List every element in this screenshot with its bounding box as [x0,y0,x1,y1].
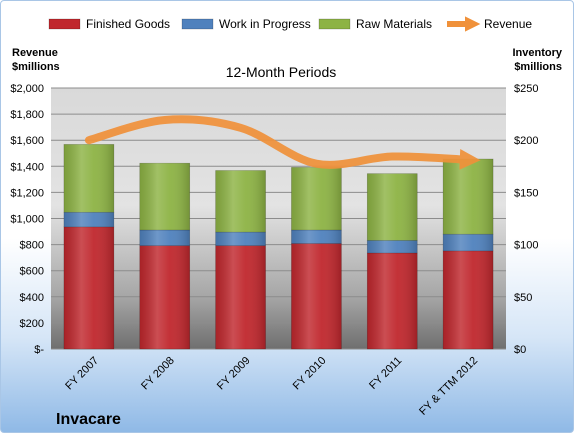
gridlines [51,87,506,350]
left-tick-label: $1,200 [10,187,44,199]
left-tick-label: $2,000 [10,83,44,95]
bar-shading [215,232,266,246]
company-name: Invacare [56,411,121,428]
bar-shading [139,245,190,349]
bar-shading [367,252,418,349]
x-axis-ticks: FY 2007 FY 2008 FY 2009 FY 2010 FY 2011 FY & … [63,355,480,418]
chart-title: 12-Month Periods [226,64,337,80]
left-tick-label: $1,600 [10,135,44,147]
bar-shading [291,229,342,244]
x-tick-label: FY 2010 [291,355,329,393]
legend-label-raw-materials: Raw Materials [356,17,432,31]
left-tick-label: $1,800 [10,109,44,121]
bar-shading [367,240,418,253]
left-tick-label: $- [34,344,44,356]
line-revenue [84,115,481,170]
right-axis-label-line1: Inventory [512,47,562,59]
left-tick-label: $1,400 [10,161,44,173]
legend-label-work-in-progress: Work in Progress [219,17,311,31]
bar-shading [63,144,114,213]
bar-shading [443,158,494,235]
left-axis-ticks: $- $200 $400 $600 $800 $1,000 $1,200 $1,400 $1,6… [10,83,44,356]
bar-shading [443,234,494,251]
right-tick-label: $150 [514,187,538,199]
legend-swatch-work-in-progress [181,18,214,30]
left-axis-label-line2: $millions [12,61,60,73]
left-tick-label: $600 [20,266,44,278]
revenue-line [84,115,481,170]
legend-swatch-finished-goods [48,18,81,30]
left-tick-label: $200 [20,318,44,330]
left-tick-label: $400 [20,292,44,304]
right-tick-label: $0 [514,344,526,356]
right-tick-label: $250 [514,83,538,95]
bar-shading [291,243,342,349]
bar-shading [367,173,418,241]
x-tick-label: FY & TTM 2012 [417,355,480,418]
x-tick-label: FY 2011 [367,355,404,392]
x-tick-label: FY 2008 [139,355,177,393]
legend: Finished Goods Work in Progress Raw Materi… [48,16,532,32]
left-tick-label: $1,000 [10,214,44,226]
legend-swatch-raw-materials [318,18,351,30]
left-axis-label-line1: Revenue [12,47,58,59]
x-tick-label: FY 2007 [63,355,101,393]
left-tick-label: $800 [20,240,44,252]
right-axis-label-line2: $millions [514,61,562,73]
right-tick-label: $200 [514,135,538,147]
legend-label-finished-goods: Finished Goods [86,17,170,31]
bar-shading [291,167,342,230]
bar-shading [63,212,114,227]
bar-shading [215,170,266,233]
bar-shading [215,245,266,349]
bar-shading [139,163,190,230]
bar-shading [63,226,114,349]
x-tick-label: FY 2009 [215,355,253,393]
right-axis-ticks: $0 $50 $100 $150 $200 $250 [514,83,538,356]
bar-shading [139,229,190,246]
right-tick-label: $100 [514,240,538,252]
bars [63,144,494,350]
legend-label-revenue: Revenue [484,17,532,31]
right-tick-label: $50 [514,292,532,304]
bar-shading [443,250,494,349]
